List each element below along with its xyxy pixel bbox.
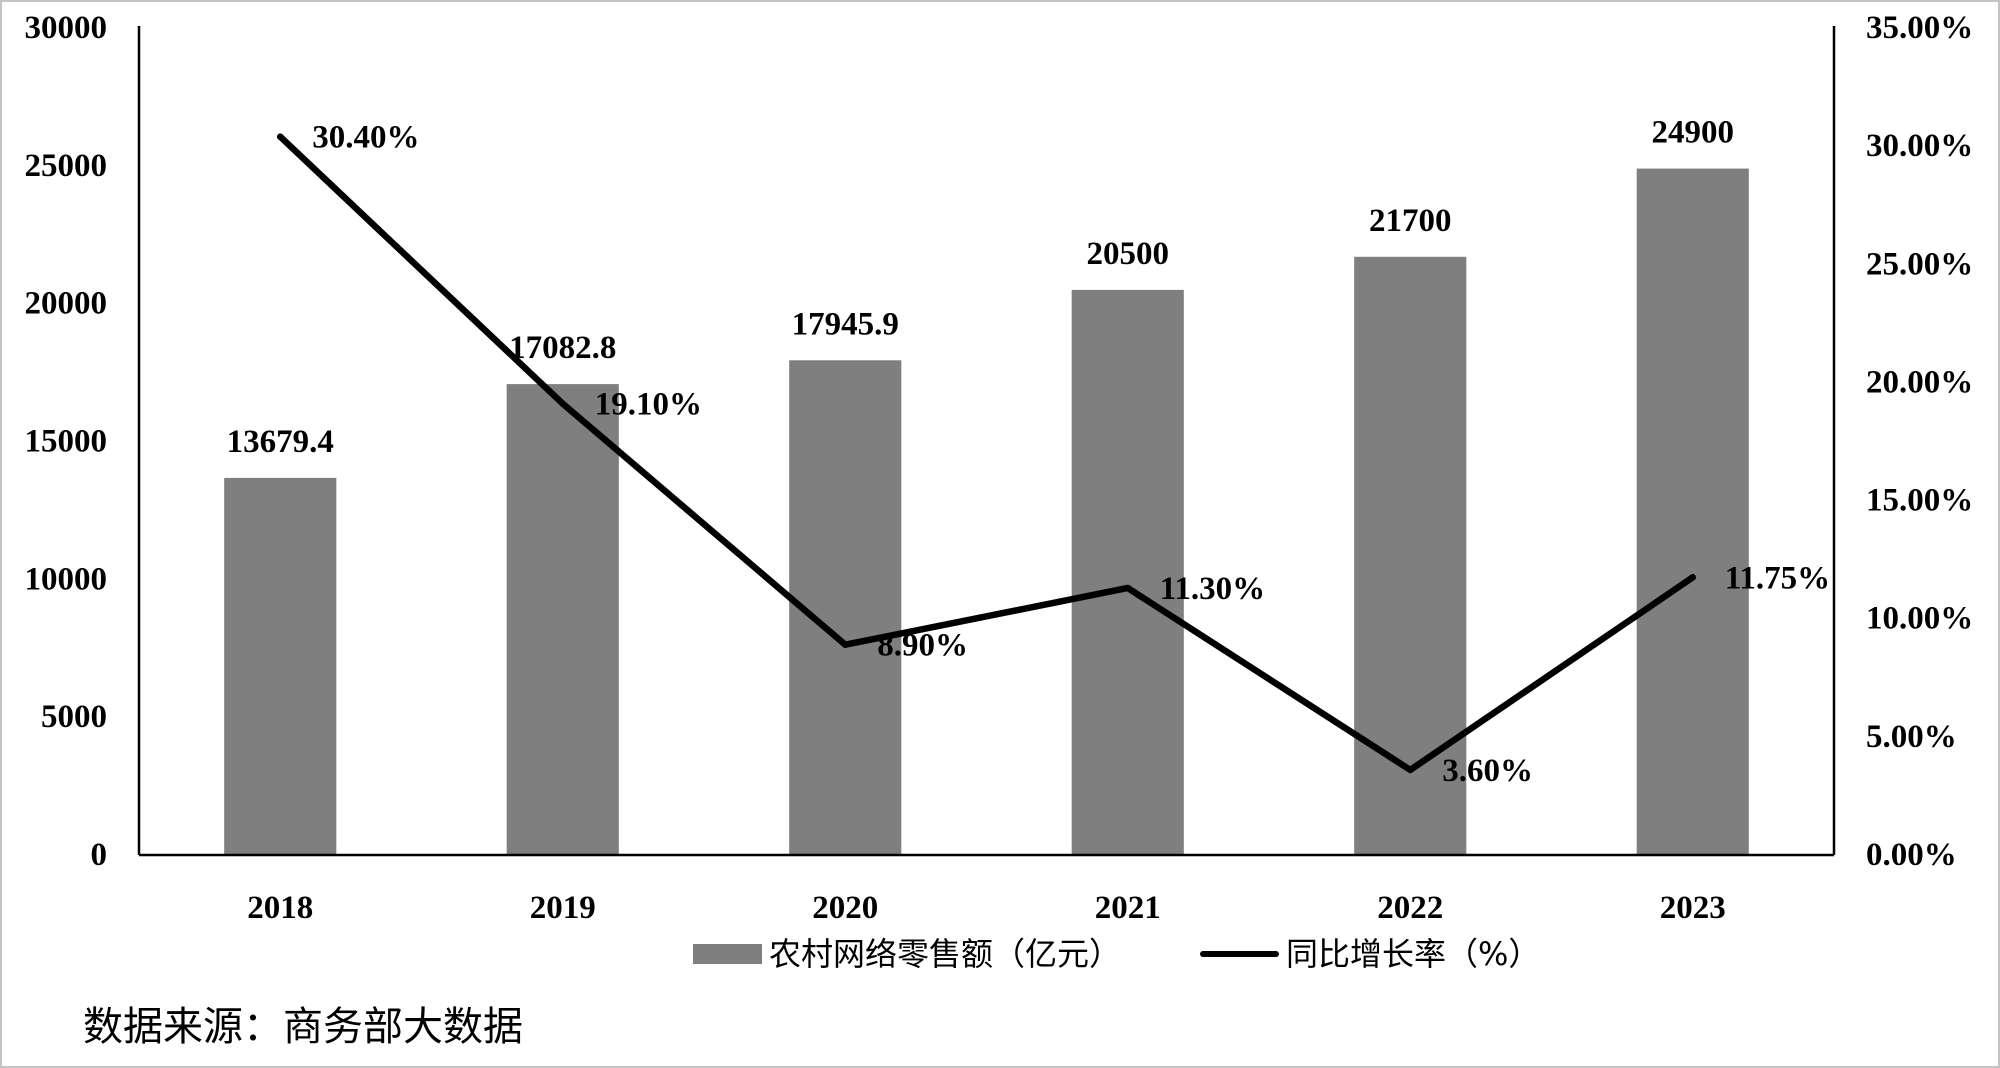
y-left-tick-label: 20000 <box>25 286 108 322</box>
y-left-tick-label: 15000 <box>25 424 108 460</box>
x-tick-label: 2018 <box>247 890 313 926</box>
growth-rate-point-2019 <box>559 400 566 407</box>
bar-2023 <box>1636 168 1749 856</box>
line-value-label: 3.60% <box>1442 753 1533 789</box>
bar-2019 <box>506 384 619 855</box>
line-value-label: 8.90% <box>877 628 968 664</box>
bar-value-label: 24900 <box>1652 115 1735 151</box>
y-right-tick-label: 5.00% <box>1866 719 1957 755</box>
line-value-label: 30.40% <box>312 120 419 156</box>
legend-swatch-bar <box>693 944 762 964</box>
bar-value-label: 20500 <box>1087 236 1170 272</box>
y-right-tick-label: 0.00% <box>1866 837 1957 873</box>
growth-rate-series <box>277 133 1696 774</box>
x-tick-label: 2020 <box>812 890 878 926</box>
y-left-tick-label: 0 <box>91 837 108 873</box>
x-tick-label: 2023 <box>1660 890 1726 926</box>
growth-rate-point-2018 <box>277 133 284 140</box>
legend: 农村网络零售额（亿元） 同比增长率（%） <box>693 935 1540 973</box>
bar-value-label: 17082.8 <box>509 330 616 366</box>
line-value-label: 11.75% <box>1725 560 1830 596</box>
x-tick-label: 2022 <box>1377 890 1443 926</box>
x-tick-label: 2021 <box>1095 890 1161 926</box>
source-note: 数据来源：商务部大数据 <box>83 1004 523 1050</box>
y-right-tick-label: 30.00% <box>1866 128 1973 164</box>
y-left-tick-label: 25000 <box>25 148 108 184</box>
y-right-tick-label: 25.00% <box>1866 246 1973 282</box>
growth-rate-point-2020 <box>842 641 849 648</box>
legend-label-bar: 农村网络零售额（亿元） <box>769 935 1121 973</box>
growth-rate-point-2022 <box>1407 766 1414 774</box>
axes <box>137 26 1836 857</box>
bar-2022 <box>1354 256 1467 855</box>
bar-value-label: 21700 <box>1369 203 1452 239</box>
bar-value-label: 13679.4 <box>227 424 334 460</box>
line-value-label: 11.30% <box>1160 571 1265 607</box>
y-left-tick-label: 5000 <box>41 699 107 735</box>
bar-series <box>224 168 1749 856</box>
growth-rate-point-2023 <box>1689 574 1696 581</box>
growth-rate-line <box>277 133 1696 774</box>
legend-label-line: 同比增长率（%） <box>1286 935 1540 973</box>
y-left-tick-label: 10000 <box>25 561 108 597</box>
growth-rate-point-2021 <box>1124 584 1131 592</box>
y-right-tick-label: 20.00% <box>1866 364 1973 400</box>
bar-2021 <box>1071 289 1184 856</box>
x-tick-label: 2019 <box>530 890 596 926</box>
y-right-tick-label: 10.00% <box>1866 601 1973 637</box>
bar-2018 <box>224 477 337 855</box>
data-labels: 13679.4 17082.8 17945.9 20500 21700 24900 30.4… <box>227 115 1831 789</box>
bar-2020 <box>789 360 902 855</box>
y-right-tick-label: 35.00% <box>1866 10 1973 46</box>
y-right-tick-label: 15.00% <box>1866 483 1973 519</box>
tick-labels: 0 5000 10000 15000 20000 25000 30000 0.00% 5.00%… <box>25 10 1974 926</box>
y-left-tick-label: 30000 <box>25 10 108 46</box>
line-value-label: 19.10% <box>595 387 702 423</box>
bar-value-label: 17945.9 <box>792 306 899 342</box>
